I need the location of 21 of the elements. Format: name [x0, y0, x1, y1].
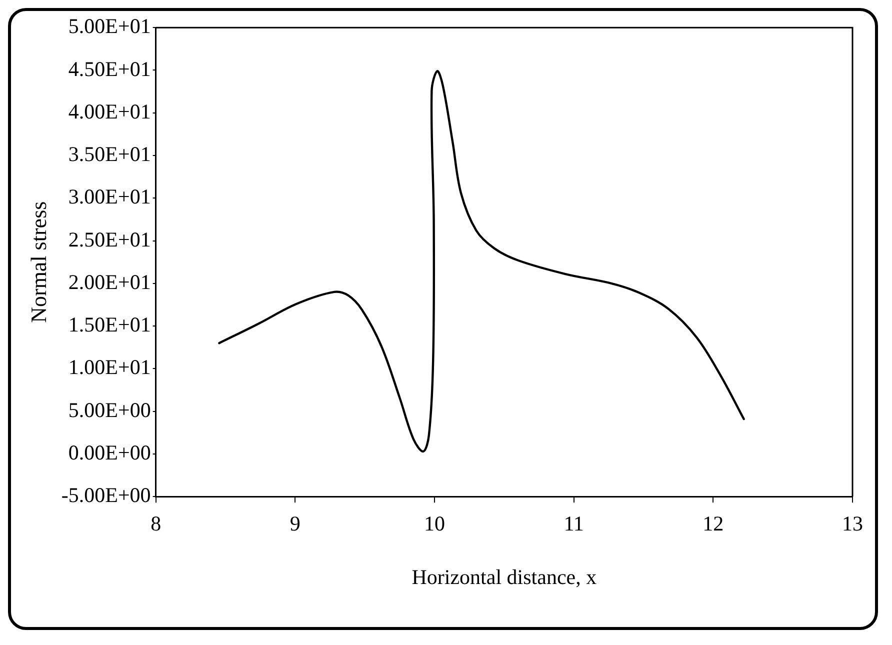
y-tick-label: 0.00E+00	[68, 440, 151, 464]
x-tick-label: 9	[290, 512, 300, 536]
y-tick-label: 1.50E+01	[68, 312, 151, 337]
x-tick-label: 13	[842, 512, 863, 536]
x-tick-label: 8	[150, 512, 162, 536]
y-tick-label: 2.00E+01	[68, 270, 151, 294]
y-tick-label: 4.00E+01	[68, 99, 151, 124]
y-tick-label: 3.00E+01	[68, 184, 151, 209]
x-tick-label: 10	[424, 512, 445, 536]
y-tick-label: -5.00E+00	[61, 483, 151, 508]
y-axis-title: Normal stress	[26, 201, 51, 323]
y-tick-label: 5.00E+01	[68, 14, 151, 38]
x-axis-title: Horizontal distance, x	[412, 564, 598, 589]
y-tick-label: 5.00E+00	[68, 398, 151, 422]
y-tick-label: 3.50E+01	[68, 142, 151, 166]
x-tick-label: 12	[702, 512, 724, 536]
y-tick-label: 2.50E+01	[68, 227, 151, 252]
y-tick-label: 4.50E+01	[68, 56, 151, 81]
line-series	[218, 70, 745, 453]
x-tick-label: 11	[564, 512, 584, 536]
y-tick-label: 1.00E+01	[68, 355, 151, 380]
